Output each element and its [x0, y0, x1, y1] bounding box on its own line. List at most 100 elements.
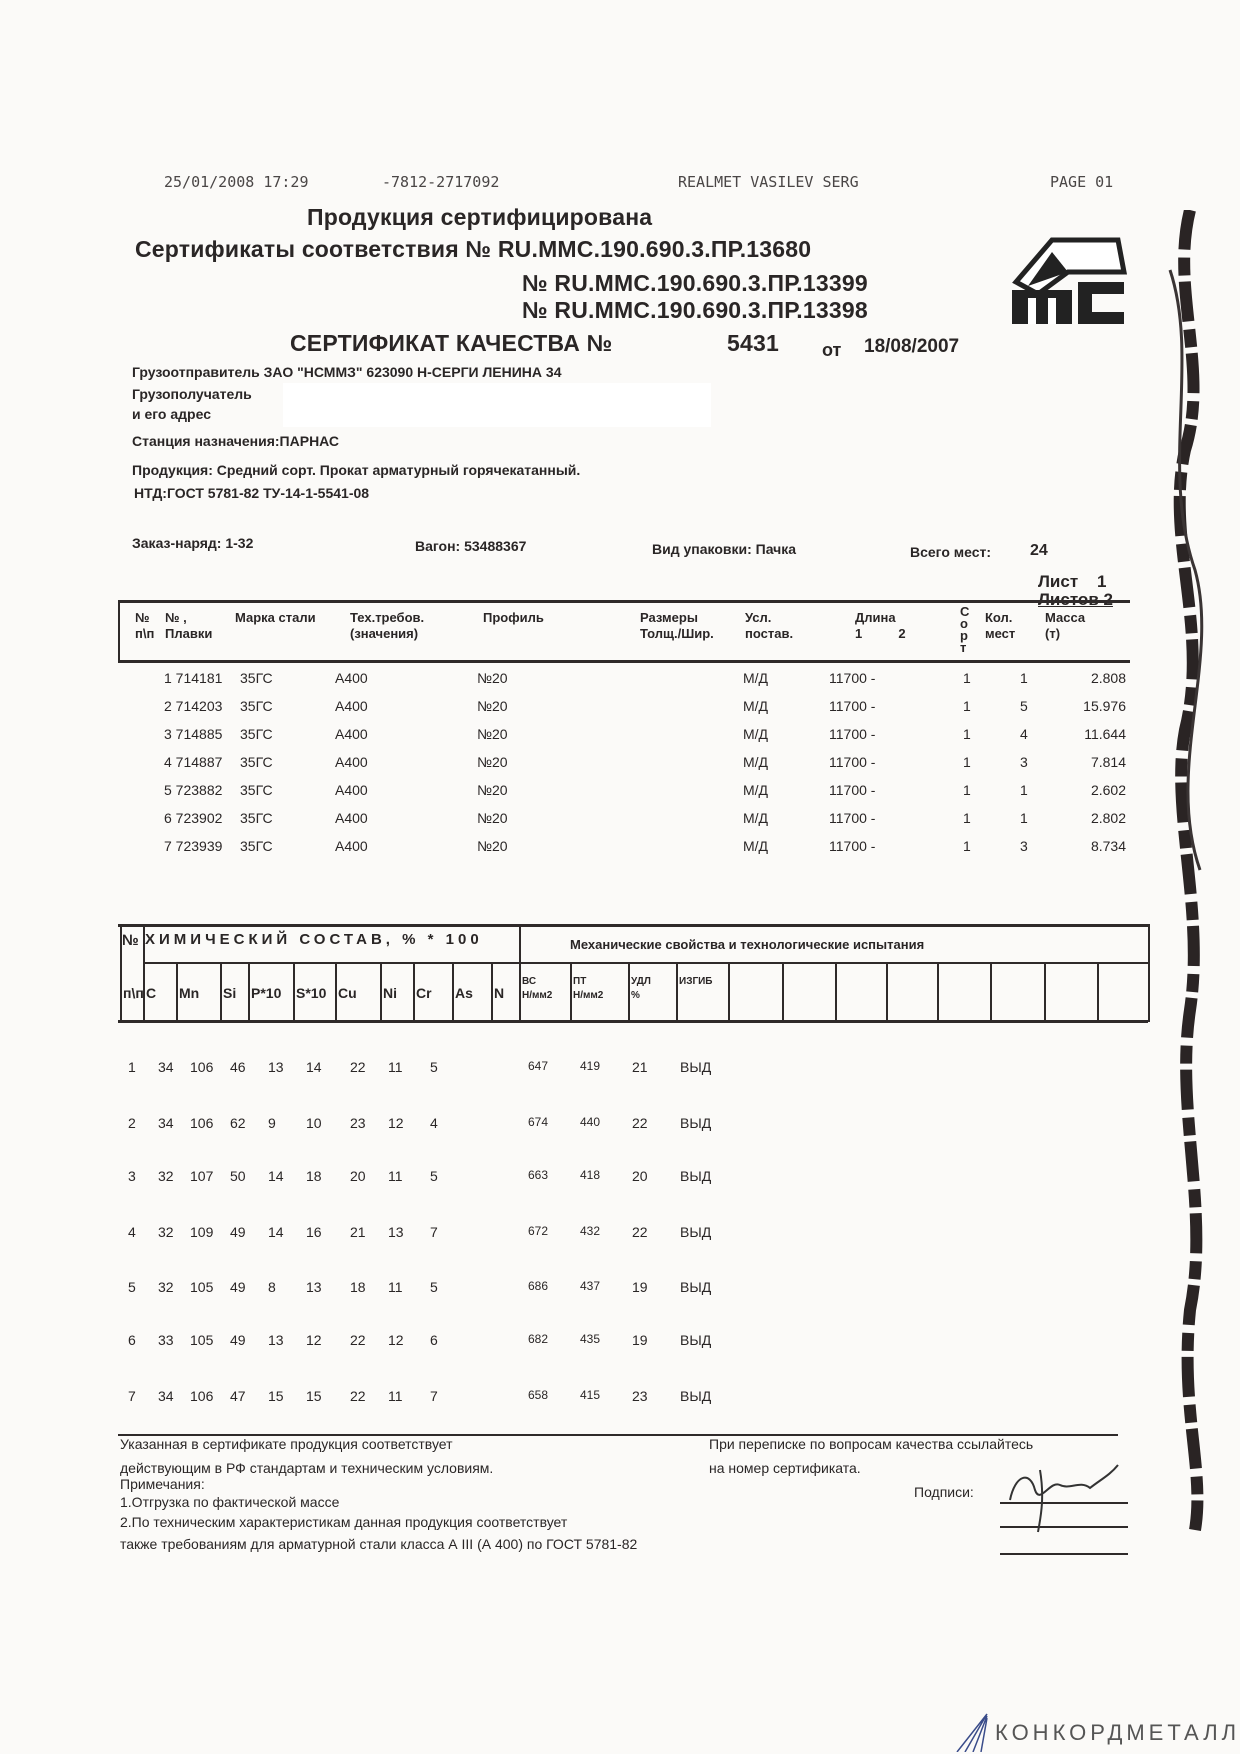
- table-cell: №20: [477, 810, 508, 826]
- table-cell: 33: [158, 1332, 174, 1348]
- table-cell: 106: [190, 1388, 214, 1404]
- fax-phone: -7812-2717092: [382, 173, 500, 191]
- column-header: Масса (т): [1045, 610, 1086, 641]
- conformity-certificate: № RU.MMC.190.690.3.ПР.13398: [522, 297, 868, 323]
- column-header: Длина 1 2: [855, 610, 906, 641]
- table-cell: 46: [230, 1059, 246, 1075]
- table-cell: 1: [1020, 782, 1028, 798]
- table-cell: 1: [963, 754, 971, 770]
- redacted-area: [283, 383, 711, 427]
- table-border: [782, 962, 784, 1022]
- places-label: Всего мест:: [910, 544, 992, 560]
- table-border: [176, 962, 178, 1022]
- table-cell: 1: [963, 838, 971, 854]
- fax-page: PAGE 01: [1050, 173, 1114, 191]
- table-cell: 21: [350, 1224, 366, 1240]
- column-header: Cr: [416, 985, 432, 1001]
- table-cell: 672: [528, 1224, 549, 1238]
- table-cell: №20: [477, 670, 508, 686]
- handwritten-annotation: [1168, 210, 1204, 1531]
- footer-note-line: также требованиям для арматурной стали к…: [120, 1536, 638, 1552]
- table-cell: 11700 -: [829, 670, 876, 686]
- sheet-number: Лист 1: [1038, 572, 1107, 591]
- table-cell: 12: [306, 1332, 322, 1348]
- table-cell: 8: [268, 1279, 276, 1295]
- table-cell: 682: [528, 1332, 549, 1346]
- footer-note-line: 2.По техническим характеристикам данная …: [120, 1514, 568, 1530]
- table-cell: 8.734: [1090, 838, 1126, 854]
- table-cell: 658: [528, 1388, 549, 1402]
- table-border: [220, 962, 222, 1022]
- table-cell: М/Д: [743, 726, 769, 742]
- table-border: [1148, 924, 1150, 1022]
- table-border: [491, 962, 493, 1022]
- quality-certificate-number: 5431: [727, 330, 779, 356]
- table-cell: 1: [963, 810, 971, 826]
- table-cell: 21: [632, 1059, 648, 1075]
- table-cell: 1 714181: [164, 670, 223, 686]
- table-cell: 35ГС: [240, 838, 273, 854]
- quality-certificate-title: СЕРТИФИКАТ КАЧЕСТВА №: [290, 330, 613, 356]
- shipper: Грузоотправитель ЗАО "НСММЗ" 623090 Н-СЕ…: [132, 364, 562, 380]
- table-cell: 11700 -: [829, 810, 876, 826]
- table-cell: ВЫД: [680, 1059, 712, 1075]
- table-cell: 7: [128, 1388, 136, 1404]
- certified-heading: Продукция сертифицирована: [307, 204, 653, 230]
- table-border: [118, 1020, 1148, 1023]
- table-cell: ВЫД: [680, 1115, 712, 1131]
- column-header: S*10: [296, 985, 327, 1001]
- fax-datetime: 25/01/2008 17:29: [164, 173, 309, 191]
- table-cell: 22: [350, 1388, 366, 1404]
- quality-date: 18/08/2007: [864, 336, 960, 357]
- fax-sender: REALMET VASILEV SERG: [678, 173, 859, 191]
- table-cell: 11700 -: [829, 754, 876, 770]
- table-cell: 19: [632, 1279, 648, 1295]
- table-cell: 5: [430, 1059, 438, 1075]
- address-label: и его адрес: [132, 406, 211, 422]
- table-cell: А400: [335, 726, 368, 742]
- conformity-certificates: Сертификаты соответствия № RU.MMC.190.69…: [135, 236, 812, 262]
- chem-title: ХИМИЧЕСКИЙ СОСТАВ, % * 100: [145, 931, 483, 948]
- table-cell: 105: [190, 1332, 214, 1348]
- table-cell: 34: [158, 1388, 174, 1404]
- table-cell: ВЫД: [680, 1168, 712, 1184]
- table-cell: 18: [306, 1168, 322, 1184]
- table-cell: 11: [388, 1059, 403, 1075]
- table-cell: 35ГС: [240, 698, 273, 714]
- table-cell: 20: [350, 1168, 366, 1184]
- table-border: [835, 962, 837, 1022]
- table-cell: 49: [230, 1224, 246, 1240]
- table-cell: 5 723882: [164, 782, 223, 798]
- column-header: п\п: [123, 985, 144, 1001]
- table-border: [886, 962, 888, 1022]
- table-cell: А400: [335, 698, 368, 714]
- table-border: [628, 962, 630, 1022]
- table-cell: ВЫД: [680, 1388, 712, 1404]
- footer-right-line: При переписке по вопросам качества ссыла…: [709, 1436, 1034, 1452]
- konkord-watermark: КОНКОРДМЕТАЛЛ: [995, 1720, 1240, 1745]
- table-cell: 6 723902: [164, 810, 223, 826]
- column-header: № п\п: [135, 610, 155, 641]
- table-cell: 13: [306, 1279, 322, 1295]
- table-border: [380, 962, 382, 1022]
- table-cell: 9: [268, 1115, 276, 1131]
- table-cell: 12: [388, 1332, 404, 1348]
- table-border: [570, 962, 572, 1022]
- column-header: N: [494, 985, 505, 1001]
- product-description: Продукция: Средний сорт. Прокат арматурн…: [132, 462, 581, 478]
- signature-line: [1000, 1526, 1128, 1528]
- table-cell: 109: [190, 1224, 214, 1240]
- footer-note-line: действующим в РФ стандартам и технически…: [120, 1460, 494, 1476]
- table-cell: 11700 -: [829, 782, 876, 798]
- table-cell: М/Д: [743, 838, 769, 854]
- table-cell: 22: [632, 1224, 648, 1240]
- column-header: Тех.требов. (значения): [350, 610, 425, 641]
- table-cell: 11700 -: [829, 838, 876, 854]
- footer-note-line: Примечания:: [120, 1476, 205, 1492]
- table-cell: 3: [1020, 838, 1028, 854]
- column-header: Усл. постав.: [745, 610, 794, 641]
- table-cell: 20: [632, 1168, 648, 1184]
- column-header: УДЛ %: [631, 976, 651, 1001]
- table-cell: А400: [335, 754, 368, 770]
